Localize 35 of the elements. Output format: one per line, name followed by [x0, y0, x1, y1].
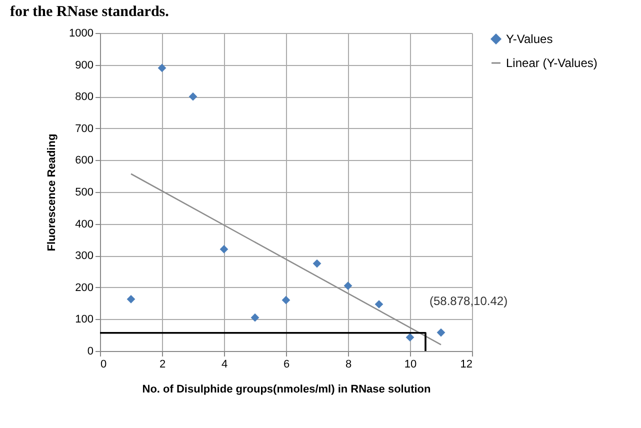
point: [250, 313, 260, 322]
x-tick-label: 8: [345, 358, 352, 370]
y-tick-label: 600: [75, 154, 94, 167]
legend-label: Y-Values: [506, 32, 553, 46]
x-tick-label: 2: [159, 358, 166, 370]
y-tick-label: 500: [75, 186, 94, 198]
y-tick-label: 900: [75, 59, 94, 72]
y-tick-label: 400: [75, 218, 94, 230]
y-tick-label: 700: [75, 122, 94, 135]
y-tick-label: 1000: [69, 28, 94, 40]
x-tick-label: 0: [100, 358, 107, 370]
x-tick-label: 10: [404, 358, 417, 370]
y-tick-label: 800: [75, 91, 94, 104]
point: [188, 92, 198, 101]
point: [312, 259, 322, 268]
y-tick-label: 300: [75, 250, 94, 262]
point: [374, 300, 384, 308]
x-tick-label: 12: [460, 358, 472, 370]
y-tick-label: 200: [75, 282, 94, 294]
annotation: (58.878,10.42): [430, 294, 508, 308]
y-axis-title: Fluorescence Reading: [46, 134, 58, 252]
point: [282, 296, 290, 304]
legend-label: Linear (Y-Values): [506, 56, 598, 70]
y-tick-label: 0: [87, 346, 94, 358]
point: [436, 328, 446, 337]
x-axis-title: No. of Disulphide groups(nmoles/ml) in RNase solution: [142, 384, 431, 396]
y-tick-label: 100: [75, 314, 94, 326]
point: [158, 64, 166, 72]
x-tick-label: 4: [221, 358, 228, 370]
chart-title: for the RNase standards.: [10, 4, 170, 20]
point: [126, 294, 136, 304]
point: [220, 245, 228, 254]
point: [406, 333, 414, 342]
point: [344, 282, 352, 290]
x-tick-label: 6: [283, 358, 290, 370]
